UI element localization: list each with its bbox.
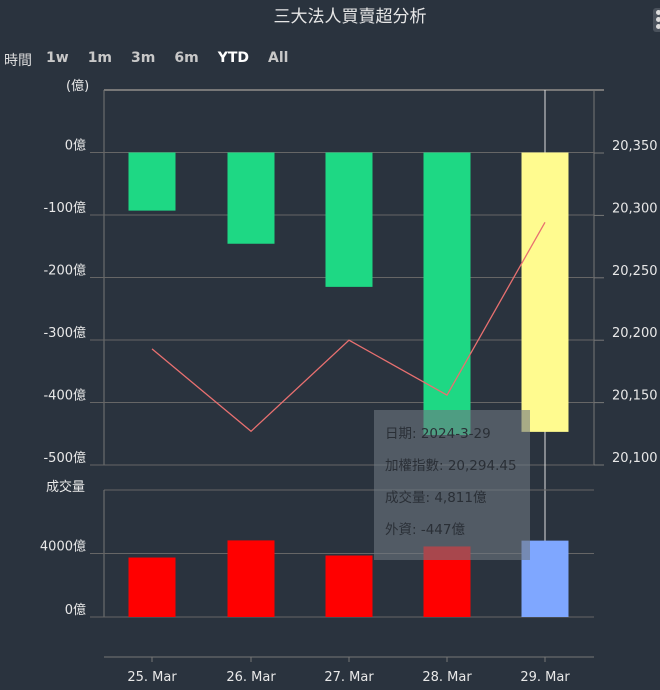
- left-tick-label: -300億: [43, 325, 86, 341]
- volume-tick-label: 0億: [65, 602, 86, 618]
- x-tick-label: 28. Mar: [422, 670, 472, 685]
- x-tick-label: 25. Mar: [127, 670, 177, 685]
- context-menu-button[interactable]: [653, 8, 660, 32]
- flow-bar: [227, 152, 275, 244]
- volume-axis-label: 成交量: [46, 479, 85, 495]
- left-tick-label: -500億: [43, 450, 86, 466]
- menu-dot-icon: [656, 10, 660, 15]
- volume-bar: [325, 555, 373, 617]
- menu-dot-icon: [656, 17, 660, 22]
- left-tick-label: -400億: [43, 388, 86, 404]
- tooltip-volume: 成交量: 4,811億: [385, 490, 487, 506]
- range-all-button[interactable]: All: [268, 50, 289, 66]
- flow-bar: [521, 152, 569, 432]
- left-tick-label: -100億: [43, 200, 86, 216]
- range-ytd-button[interactable]: YTD: [217, 50, 250, 66]
- x-tick-label: 27. Mar: [324, 670, 374, 685]
- right-tick-label: 20,200: [612, 326, 658, 341]
- range-6m-button[interactable]: 6m: [174, 50, 199, 66]
- tooltip-date: 日期: 2024-3-29: [385, 426, 491, 442]
- right-tick-label: 20,250: [612, 264, 658, 279]
- range-1m-button[interactable]: 1m: [87, 50, 113, 66]
- index-line: [151, 222, 546, 433]
- x-tick-label: 29. Mar: [520, 670, 570, 685]
- right-tick-label: 20,100: [612, 451, 658, 466]
- volume-tick-label: 4000億: [40, 539, 86, 555]
- tooltip: 日期: 2024-3-29 加權指數: 20,294.45 成交量: 4,811…: [374, 410, 530, 560]
- volume-bar: [227, 540, 275, 617]
- volume-bar: [128, 557, 176, 617]
- left-axis-unit-label: (億): [66, 78, 89, 94]
- menu-dot-icon: [656, 24, 660, 29]
- flow-bar: [128, 152, 176, 211]
- right-tick-label: 20,350: [612, 139, 658, 154]
- chart-title: 三大法人買賣超分析: [273, 7, 427, 27]
- range-label: 時間: [4, 53, 32, 69]
- flow-bar: [325, 152, 373, 287]
- range-selector: 時間 1w 1m 3m 6m YTD All: [4, 50, 307, 70]
- left-tick-label: 0億: [65, 138, 86, 154]
- tooltip-index: 加權指數: 20,294.45: [385, 458, 517, 474]
- x-tick-label: 26. Mar: [226, 670, 276, 685]
- tooltip-foreign: 外資: -447億: [385, 522, 465, 538]
- right-tick-label: 20,150: [612, 389, 658, 404]
- range-3m-button[interactable]: 3m: [131, 50, 156, 66]
- right-tick-label: 20,300: [612, 201, 658, 216]
- flow-bar: [423, 152, 471, 435]
- left-tick-label: -200億: [43, 263, 86, 279]
- range-1w-button[interactable]: 1w: [46, 50, 69, 66]
